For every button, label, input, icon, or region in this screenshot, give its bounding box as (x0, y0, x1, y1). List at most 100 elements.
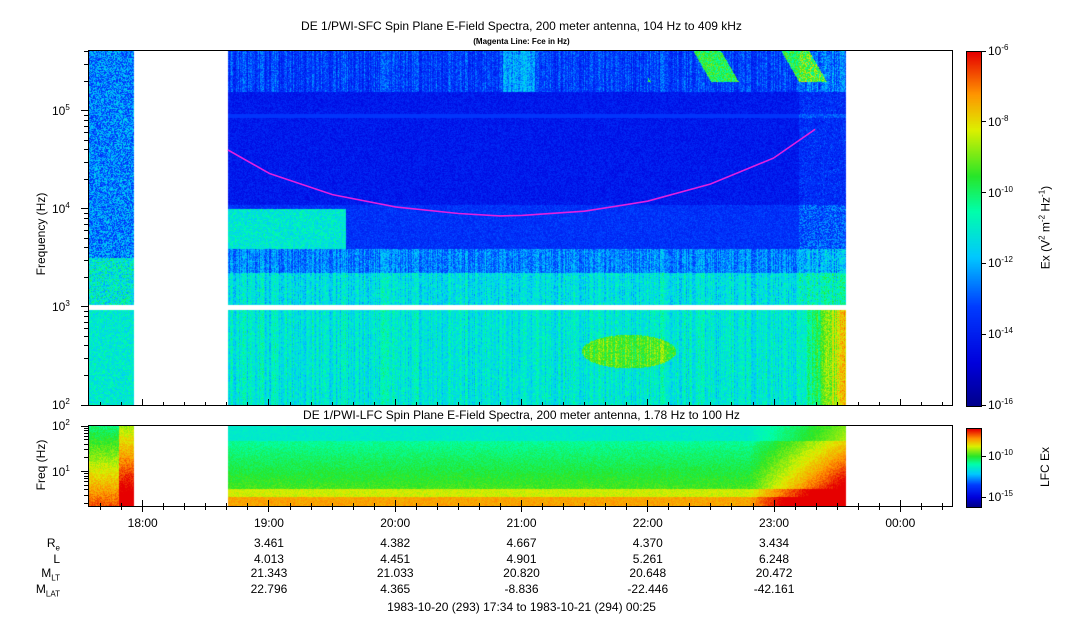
sfc-x-tick (268, 399, 270, 406)
lfc-x-minor-tick-outer (710, 507, 712, 510)
sfc-x-minor-tick (815, 402, 817, 406)
sfc-colorbar-tick-label: 10-12 (988, 255, 1013, 271)
lfc-x-tick-outer (521, 507, 522, 512)
time-tick-label: 23:00 (759, 516, 790, 530)
sfc-y-minor-tick (84, 63, 88, 65)
sfc-y-tick (81, 110, 88, 112)
lfc-x-tick-outer (773, 507, 775, 512)
ephemeris-value: 4.382 (380, 536, 411, 550)
sfc-x-tick (142, 399, 144, 406)
lfc-x-minor-tick (457, 503, 459, 507)
sfc-x-minor-tick (857, 402, 859, 406)
sfc-colorbar-label: Ex (V2 m-2 Hz-1) (1037, 185, 1053, 270)
lfc-x-minor-tick-outer (226, 507, 228, 510)
lfc-x-minor-tick-outer (668, 507, 670, 510)
lfc-y-minor-tick (84, 443, 88, 445)
sfc-x-minor-tick (689, 402, 691, 406)
lfc-y-minor-tick (84, 484, 88, 486)
time-tick-label: 22:00 (632, 516, 663, 530)
sfc-x-minor-tick (836, 402, 838, 406)
time-tick-label: 21:00 (506, 516, 537, 530)
lfc-x-minor-tick (794, 503, 796, 507)
lfc-x-minor-tick-outer (184, 507, 186, 510)
lfc-y-axis-label: Freq (Hz) (34, 439, 48, 491)
sfc-x-minor-tick (584, 402, 586, 406)
lfc-x-minor-tick (478, 503, 480, 507)
lfc-x-tick (268, 500, 270, 507)
sfc-colorbar-tick-label: 10-6 (988, 43, 1009, 58)
sfc-x-minor-tick (289, 402, 291, 406)
lfc-x-minor-tick (710, 503, 712, 507)
lfc-x-minor-tick-outer (605, 507, 607, 510)
lfc-y-tick-label: 101 (52, 463, 70, 479)
lfc-x-tick (773, 500, 775, 507)
lfc-x-minor-tick (310, 503, 312, 507)
lfc-x-minor-tick (499, 503, 501, 507)
lfc-x-minor-tick (857, 503, 859, 507)
sfc-y-minor-tick (84, 132, 88, 134)
time-range-label: 1983-10-20 (293) 17:34 to 1983-10-21 (29… (387, 600, 656, 614)
lfc-x-tick (521, 500, 522, 507)
sfc-title: DE 1/PWI-SFC Spin Plane E-Field Spectra,… (301, 19, 742, 33)
lfc-x-minor-tick (415, 503, 417, 507)
sfc-y-minor-tick (84, 230, 88, 232)
ephemeris-value: 21.343 (250, 566, 288, 580)
sfc-x-minor-tick (605, 402, 607, 406)
lfc-x-minor-tick-outer (584, 507, 586, 510)
sfc-x-minor-tick (163, 402, 165, 406)
lfc-y-minor-tick (84, 478, 88, 480)
sfc-y-minor-tick (84, 335, 88, 337)
sfc-y-minor-tick (84, 374, 88, 376)
sfc-y-minor-tick (84, 276, 88, 278)
ephemeris-label: MLAT (35, 582, 60, 599)
lfc-x-minor-tick (836, 503, 838, 507)
sfc-y-tick (81, 404, 88, 406)
lfc-x-minor-tick (373, 503, 375, 507)
lfc-x-minor-tick (542, 503, 544, 507)
lfc-colorbar-label: LFC Ex (1038, 447, 1052, 488)
lfc-x-minor-tick (226, 503, 228, 507)
sfc-y-minor-tick (84, 161, 88, 163)
ephemeris-value: 20.648 (629, 566, 667, 580)
ephemeris-value: 4.013 (253, 552, 284, 566)
fce-magenta-line (227, 128, 816, 217)
lfc-colorbar-tick-label: 10-15 (988, 489, 1013, 504)
sfc-x-minor-tick (499, 402, 501, 406)
lfc-colorbar-tick (981, 455, 986, 457)
lfc-y-minor-tick (84, 489, 88, 491)
sfc-y-minor-tick (84, 247, 88, 249)
lfc-x-minor-tick-outer (731, 507, 733, 510)
ephemeris-value: 4.667 (506, 536, 537, 550)
lfc-y-minor-tick (84, 503, 88, 505)
sfc-y-minor-tick (84, 328, 88, 330)
ephemeris-value: 3.434 (759, 536, 790, 550)
time-tick-label: 00:00 (885, 516, 916, 530)
sfc-y-minor-tick (84, 139, 88, 141)
lfc-x-minor-tick (626, 503, 628, 507)
sfc-x-minor-tick (226, 402, 228, 406)
lfc-x-minor-tick (352, 503, 354, 507)
sfc-y-minor-tick (84, 149, 88, 151)
lfc-x-minor-tick-outer (857, 507, 859, 510)
sfc-x-minor-tick (563, 402, 565, 406)
sfc-colorbar-tick-label: 10-16 (988, 397, 1013, 412)
lfc-y-minor-tick (84, 475, 88, 477)
sfc-y-minor-tick (84, 310, 88, 312)
lfc-y-minor-tick (84, 432, 88, 434)
lfc-colorbar (966, 428, 982, 508)
lfc-x-minor-tick-outer (878, 507, 880, 510)
lfc-x-minor-tick-outer (310, 507, 312, 510)
lfc-x-minor-tick (100, 503, 102, 507)
sfc-colorbar-tick (981, 333, 986, 335)
sfc-y-minor-tick (84, 315, 88, 317)
lfc-y-tick (81, 425, 88, 427)
lfc-x-minor-tick (331, 503, 333, 507)
lfc-x-minor-tick-outer (247, 507, 249, 510)
lfc-y-minor-tick (84, 495, 88, 497)
sfc-y-minor-tick (84, 178, 88, 180)
lfc-x-minor-tick (121, 503, 123, 507)
lfc-x-minor-tick-outer (794, 507, 796, 510)
sfc-x-minor-tick (668, 402, 670, 406)
time-tick-label: 18:00 (127, 516, 158, 530)
sfc-colorbar-tick (981, 121, 986, 123)
